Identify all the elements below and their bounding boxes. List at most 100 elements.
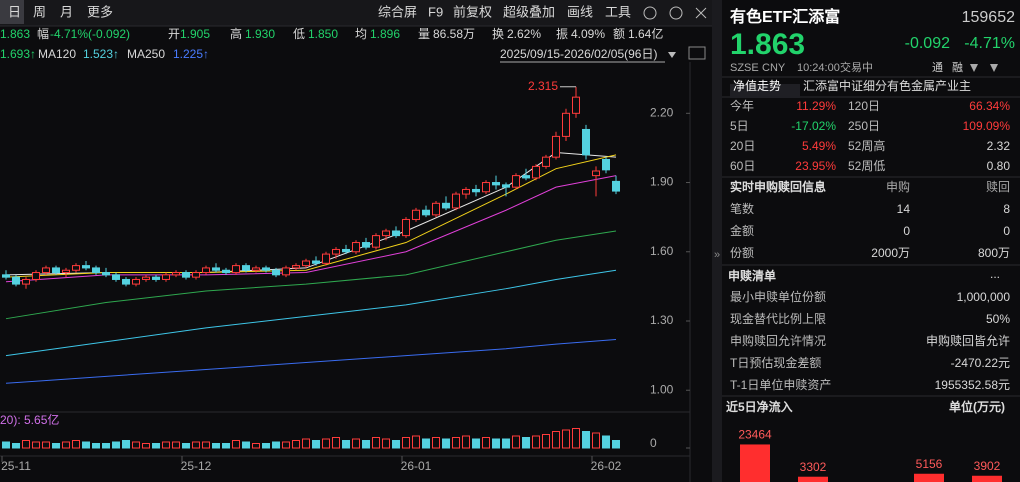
row-value: 申购赎回皆允许 (926, 333, 1010, 348)
collapse-icon[interactable]: » (714, 249, 720, 261)
fund-code: 159652 (962, 9, 1015, 26)
candle-body (112, 274, 120, 280)
candle-body (532, 165, 540, 179)
volume-bar (82, 441, 90, 449)
ma-line (5, 338, 617, 384)
volume-bar (612, 440, 620, 449)
row-label: 现金替代比例上限 (730, 311, 826, 326)
quote-value: 1.930 (245, 27, 275, 41)
candle-body (522, 175, 530, 179)
quote-label: 开 (168, 27, 180, 41)
close-icon[interactable] (695, 7, 707, 19)
ma-legend: MA250 (127, 47, 165, 61)
panel-tab[interactable]: 汇添富中证细分有色金属产业主 (803, 78, 971, 93)
tool-button[interactable]: 超级叠加 (503, 4, 555, 19)
candle-body (572, 96, 580, 114)
candle-body (442, 202, 450, 209)
volume-bar (2, 441, 10, 449)
period-tab[interactable]: 日 (8, 4, 21, 19)
x-tick-label: 26-02 (591, 459, 622, 473)
fund-change: -0.092 (905, 35, 950, 52)
candle-body (122, 278, 130, 285)
volume-bar (412, 435, 420, 449)
candle-body (342, 248, 350, 253)
quote-label: 幅 (37, 26, 49, 41)
flow-bar (740, 444, 770, 482)
period-tab[interactable]: 月 (60, 4, 73, 19)
perf-label: 今年 (730, 98, 754, 113)
candle-body (542, 156, 550, 167)
row-label: 最小申赎单位份额 (730, 289, 826, 304)
quote-label: 高 (230, 26, 242, 41)
x-tick-label: 25-12 (181, 459, 212, 473)
perf-value: 2.32 (987, 139, 1011, 153)
volume-bar (482, 437, 490, 449)
candle-body (262, 267, 270, 271)
settings-icon[interactable] (643, 6, 657, 20)
volume-bar (262, 443, 270, 449)
volume-bar (172, 441, 180, 449)
tool-button[interactable]: 工具 (605, 4, 631, 19)
volume-bar (192, 441, 200, 449)
candle-body (422, 209, 430, 216)
row-label: 份额 (730, 246, 754, 260)
candle-body (552, 135, 560, 158)
quote-value: 1.905 (180, 27, 210, 41)
fund-badge: 通 (932, 61, 943, 74)
candle-body (302, 260, 310, 267)
small-icon[interactable] (990, 64, 998, 72)
ma-line (5, 269, 617, 357)
volume-bar (112, 441, 120, 449)
candle-body (382, 230, 390, 237)
row-label: 金额 (730, 223, 754, 238)
quote-label: 额 (613, 27, 625, 41)
flow-bar (798, 476, 828, 482)
wp-icon[interactable] (688, 46, 706, 60)
period-tab[interactable]: 更多 (87, 4, 113, 19)
volume-bar (472, 438, 480, 449)
quote-value: 86.58万 (433, 27, 475, 41)
perf-value: 11.29% (796, 99, 836, 113)
quote-label: 量 (418, 27, 430, 41)
volume-bar (282, 441, 290, 449)
tool-button[interactable]: 画线 (567, 4, 593, 19)
tool-button[interactable]: F9 (428, 4, 443, 19)
splitter[interactable] (712, 0, 722, 482)
volume-bar (32, 441, 40, 449)
fund-meta: SZSE (730, 62, 759, 74)
row-value: 0 (1003, 224, 1010, 238)
candle-body (32, 272, 40, 280)
panel-tab[interactable]: 净值走势 (733, 78, 781, 93)
candle-body (582, 128, 590, 156)
candle-body (12, 276, 20, 285)
volume-bar (62, 441, 70, 449)
info-icon[interactable] (669, 6, 683, 20)
volume-bar (442, 438, 450, 449)
quote-label: 换 (492, 27, 504, 41)
volume-bar (12, 443, 20, 449)
candle-body (62, 269, 70, 274)
row-value: 1,000,000 (957, 290, 1011, 304)
dropdown-icon[interactable] (668, 52, 676, 58)
candle-body (2, 274, 10, 278)
period-tab[interactable]: 周 (33, 4, 46, 19)
candle-body (322, 253, 330, 264)
candle-body (412, 209, 420, 220)
small-icon[interactable] (970, 64, 978, 72)
volume-bar (42, 441, 50, 449)
candle-body (202, 267, 210, 274)
tab-bg (730, 84, 800, 98)
volume-bar (292, 440, 300, 449)
candle-body (562, 112, 570, 137)
candle-body (172, 272, 180, 276)
volume-bar (582, 431, 590, 449)
date-range[interactable]: 2025/09/15-2026/02/05(96日) (500, 47, 657, 61)
y-tick-label: 1.90 (650, 175, 674, 189)
candle-body (22, 278, 30, 285)
more-button[interactable]: ... (990, 267, 1000, 281)
candle-body (192, 272, 200, 278)
tool-button[interactable]: 前复权 (453, 4, 492, 19)
tool-button[interactable]: 综合屏 (378, 4, 417, 19)
perf-value: 23.95% (795, 159, 836, 173)
candle-body (232, 265, 240, 274)
